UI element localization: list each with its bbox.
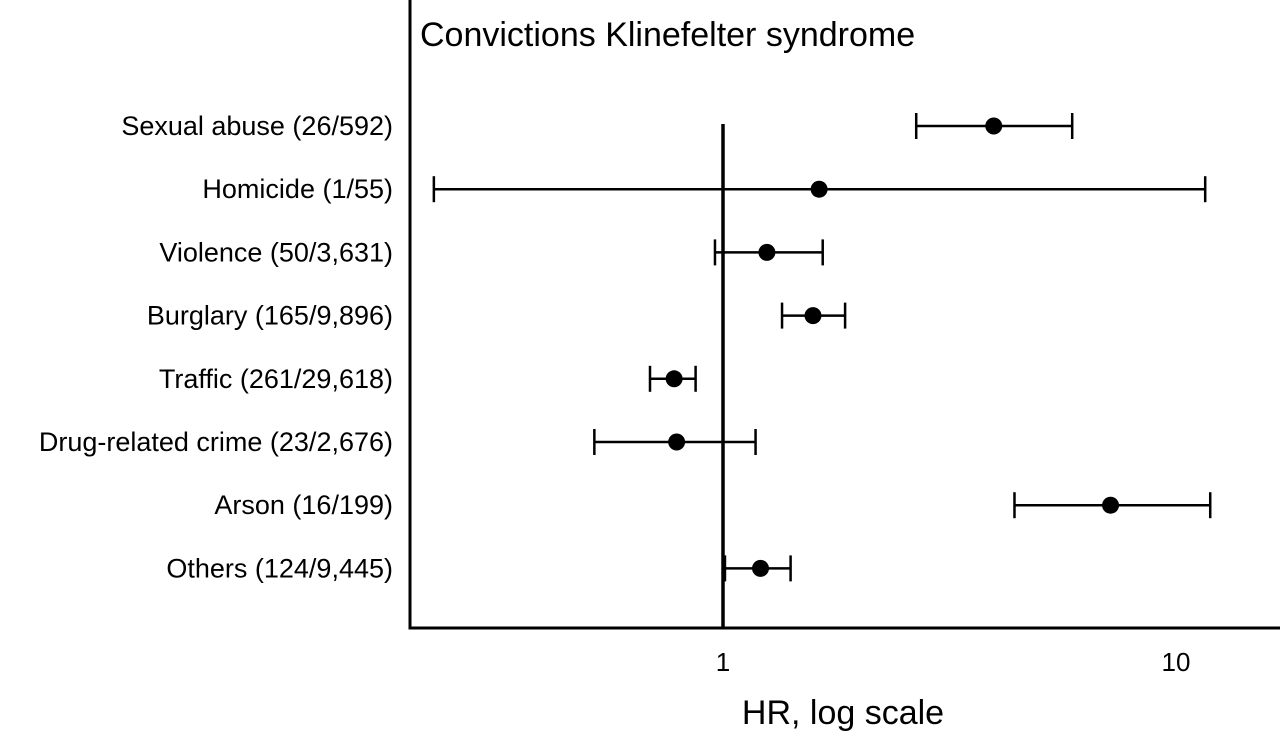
category-label: Homicide (1/55) [202,174,393,204]
hr-point [758,243,776,261]
x-tick-label: 1 [716,647,730,677]
forest-row [713,239,824,266]
x-axis-label: HR, log scale [742,694,944,732]
chart-title: Convictions Klinefelter syndrome [420,16,915,54]
forest-row [593,429,757,455]
category-label: Sexual abuse (26/592) [121,111,393,141]
category-label: Arson (16/199) [214,490,393,520]
forest-row [780,302,847,329]
category-label: Burglary (165/9,896) [147,301,393,331]
category-label: Violence (50/3,631) [159,237,393,267]
forest-row [648,365,697,392]
x-tick-label: 10 [1162,647,1191,677]
category-label: Drug-related crime (23/2,676) [39,427,393,457]
category-label: Others (124/9,445) [166,553,393,583]
hr-point [985,117,1003,135]
hr-point [810,180,828,198]
forest-row [914,113,1074,139]
x-ticks: 1 10 [716,647,1191,677]
forest-row [723,555,792,582]
axes [408,0,1280,630]
category-labels: Sexual abuse (26/592) Homicide (1/55) Viol… [39,111,393,583]
hr-point [752,559,770,577]
hr-point [1102,496,1120,514]
data-marks [432,113,1212,582]
hr-point [804,307,822,325]
hr-point [665,370,683,388]
forest-row [432,176,1207,203]
category-label: Traffic (261/29,618) [159,364,393,394]
forest-row [1013,492,1212,519]
hr-point [668,433,686,451]
